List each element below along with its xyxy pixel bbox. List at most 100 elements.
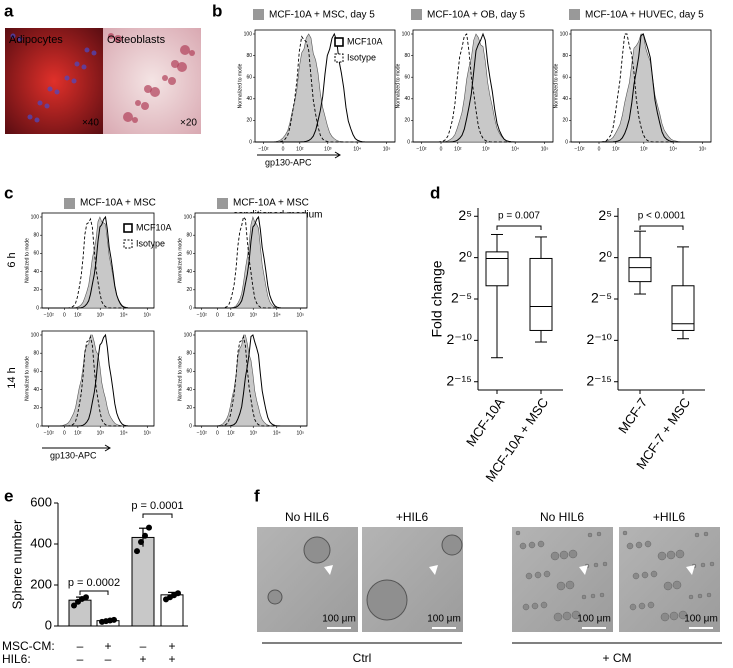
y-tick-label: 0: [249, 139, 252, 145]
cell: [54, 89, 60, 95]
y-tick-label: 0: [189, 423, 192, 429]
cell: [565, 580, 575, 590]
cell: [587, 532, 593, 538]
condition-value: –: [77, 639, 84, 653]
box: [628, 257, 652, 283]
x-tick-label: 10³: [250, 430, 258, 436]
legend-label: MCF10A: [136, 222, 172, 232]
scale-bar-label: 100 μm: [322, 614, 356, 625]
y-axis-label: Normalized to mode: [24, 356, 30, 401]
x-tick-label: MCF-7: [615, 395, 650, 436]
x-tick-label: 0: [216, 430, 219, 436]
cell: [599, 592, 605, 598]
cell: [81, 64, 87, 70]
image-label: Osteoblasts: [107, 34, 166, 46]
x-tick-label: −10²: [44, 312, 54, 318]
y-tick-label: 100: [560, 31, 569, 37]
condition-label: HIL6:: [2, 652, 31, 666]
legend-label: Isotype: [136, 238, 165, 248]
condition-value: +: [139, 652, 146, 666]
cell: [596, 531, 602, 537]
magnification: ×20: [180, 118, 197, 129]
title-swatch: [411, 9, 422, 20]
cell: [150, 87, 160, 97]
cell: [64, 75, 70, 81]
y-tick-label: 2⁻¹⁰: [447, 331, 473, 347]
cell: [47, 86, 53, 92]
row-label: 6 h: [6, 252, 18, 267]
x-tick-label: 10²: [227, 312, 235, 318]
x-tick-label: 10⁴: [669, 146, 677, 152]
x-tick-label: 10²: [227, 430, 235, 436]
axis-arrow: [42, 444, 111, 452]
micrograph: [5, 28, 103, 134]
cell: [528, 541, 536, 549]
y-tick-label: 400: [30, 535, 52, 550]
cell: [537, 540, 545, 548]
y-tick-label: 80: [404, 53, 410, 59]
y-tick-label: 60: [246, 75, 252, 81]
legend-swatch: [123, 223, 133, 233]
isotype-histogram: [42, 217, 154, 309]
cell: [632, 572, 640, 580]
x-tick-label: 10⁵: [699, 146, 707, 152]
column-label: No HIL6: [540, 510, 584, 524]
cell: [593, 562, 599, 568]
cell: [641, 571, 649, 579]
isotype-histogram: [42, 335, 154, 427]
cell: [168, 77, 176, 85]
box: [529, 257, 553, 331]
axis-arrow: [257, 151, 341, 159]
cell: [629, 603, 637, 611]
panel-letter: b: [212, 1, 222, 20]
cell: [706, 592, 712, 598]
y-tick-label: 40: [246, 96, 252, 102]
sphere: [267, 589, 283, 605]
arrowhead: [429, 565, 438, 575]
panel-letter: f: [254, 486, 260, 505]
cell: [709, 561, 715, 567]
y-tick-label: 40: [562, 96, 568, 102]
y-tick-label: 0: [189, 305, 192, 311]
cell: [189, 50, 195, 56]
cell: [675, 549, 685, 559]
plot-title: MCF-10A + MSC: [80, 198, 156, 209]
cell: [44, 103, 50, 109]
group-label: Ctrl: [353, 651, 372, 665]
plot-title: MCF-10A + MSC: [233, 198, 309, 209]
scale-bar-label: 100 μm: [427, 614, 461, 625]
cell: [123, 112, 133, 122]
isotype-histogram: [255, 35, 395, 143]
y-tick-label: 80: [562, 53, 568, 59]
cell: [559, 550, 569, 560]
cell: [568, 549, 578, 559]
legend-label: Isotype: [347, 52, 376, 62]
x-tick-label: −10²: [416, 146, 426, 152]
x-tick-label: 10⁴: [273, 312, 281, 318]
cell: [144, 85, 152, 93]
y-tick-label: 2⁻¹⁰: [587, 331, 613, 347]
cell: [534, 571, 542, 579]
x-tick-label: 10⁵: [296, 312, 304, 318]
cell: [550, 551, 560, 561]
x-tick-label: 10²: [296, 146, 304, 152]
y-axis-label: Sphere number: [9, 519, 24, 609]
arrowhead: [579, 565, 588, 575]
cell: [74, 61, 80, 67]
cell: [141, 102, 149, 110]
y-tick-label: 80: [186, 351, 192, 357]
arrowhead: [324, 565, 333, 575]
cell: [135, 100, 141, 106]
cell: [635, 541, 643, 549]
y-tick-label: 60: [404, 75, 410, 81]
cell: [171, 60, 179, 68]
cell: [581, 594, 587, 600]
x-tick-label: 10²: [74, 430, 82, 436]
cell: [114, 35, 122, 43]
y-tick-label: 100: [184, 332, 193, 338]
isotype-histogram: [195, 335, 307, 427]
x-tick-label: 10⁵: [296, 430, 304, 436]
cell: [27, 114, 33, 120]
cell: [666, 550, 676, 560]
p-value: p = 0.0001: [131, 500, 183, 512]
